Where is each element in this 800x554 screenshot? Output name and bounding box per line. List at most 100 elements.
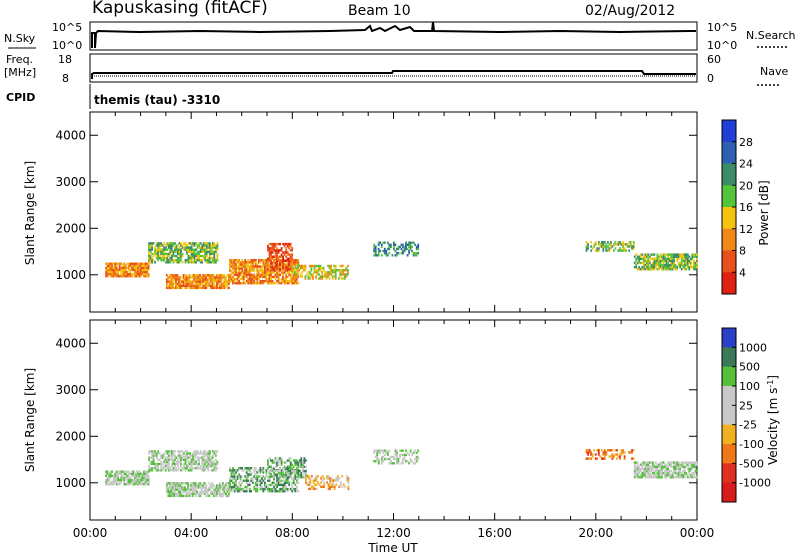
range-cell	[129, 472, 132, 475]
range-cell	[197, 278, 200, 281]
range-cell	[233, 473, 236, 476]
range-cell	[283, 263, 286, 266]
range-cell	[641, 257, 644, 260]
range-cell	[144, 266, 147, 270]
range-cell	[169, 469, 172, 472]
range-cell	[396, 451, 398, 454]
range-cell	[193, 261, 196, 264]
range-cell	[176, 486, 179, 489]
range-cell	[167, 286, 170, 290]
range-cell	[192, 458, 194, 461]
range-cell	[184, 460, 187, 464]
range-cell	[187, 278, 189, 281]
range-cell	[340, 277, 343, 280]
range-cell	[271, 261, 274, 265]
range-cell	[152, 259, 155, 262]
range-cell	[270, 273, 272, 276]
range-cell	[327, 483, 330, 486]
range-cell	[207, 464, 210, 468]
range-cell	[212, 490, 215, 493]
range-cell	[195, 460, 197, 464]
range-cell	[187, 484, 189, 487]
range-cell	[668, 253, 671, 256]
range-cell	[276, 459, 278, 462]
range-cell	[175, 278, 177, 281]
range-cell	[315, 275, 317, 278]
range-cell	[289, 474, 292, 477]
range-cell	[204, 250, 207, 253]
range-cell	[623, 243, 626, 246]
range-cell	[668, 474, 671, 477]
range-cell	[683, 474, 686, 477]
range-cell	[682, 469, 685, 473]
range-cell	[327, 275, 329, 278]
range-cell	[300, 461, 303, 464]
range-cell	[134, 483, 136, 486]
range-cell	[688, 465, 691, 468]
range-cell	[127, 470, 130, 473]
range-cell	[683, 471, 686, 475]
range-cell	[196, 252, 199, 256]
range-cell	[661, 259, 663, 263]
range-cell	[194, 286, 197, 290]
range-cell	[658, 469, 660, 473]
range-cell	[196, 282, 198, 285]
range-cell	[270, 487, 272, 491]
range-cell	[185, 278, 188, 281]
range-cell	[636, 476, 639, 479]
range-cell	[641, 471, 644, 475]
range-cell	[171, 486, 174, 489]
range-cell	[616, 243, 618, 246]
range-cell	[228, 278, 230, 281]
range-cell	[291, 279, 294, 283]
range-cell	[342, 483, 345, 486]
range-cell	[250, 279, 253, 283]
range-cell	[245, 481, 248, 484]
range-cell	[190, 464, 193, 468]
range-cell	[647, 266, 650, 269]
range-cell	[138, 275, 141, 278]
range-cell	[251, 477, 254, 480]
range-cell	[417, 449, 420, 452]
range-cell	[228, 492, 230, 495]
range-cell	[285, 487, 288, 491]
range-cell	[175, 274, 177, 277]
range-cell	[248, 490, 251, 493]
range-cell	[673, 259, 675, 263]
range-cell	[318, 277, 320, 280]
range-cell	[190, 467, 193, 470]
range-cell	[199, 467, 202, 470]
range-cell	[209, 490, 212, 493]
range-cell	[328, 264, 331, 268]
range-cell	[192, 256, 194, 260]
range-cell	[264, 259, 266, 262]
range-cell	[393, 245, 395, 249]
range-cell	[178, 452, 181, 455]
range-cell	[138, 272, 141, 276]
power-x-ticks	[89, 112, 698, 312]
range-cell	[277, 251, 280, 254]
range-cell	[645, 476, 648, 479]
range-cell	[633, 261, 636, 265]
range-cell	[151, 454, 153, 457]
range-cell	[282, 259, 284, 263]
range-cell	[170, 484, 173, 487]
range-cell	[202, 250, 205, 253]
range-cell	[265, 279, 268, 283]
range-cell	[309, 477, 312, 480]
range-cell	[332, 479, 335, 482]
range-cell	[138, 268, 141, 272]
range-cell	[288, 474, 291, 477]
range-cell	[239, 483, 242, 487]
range-cell	[276, 275, 278, 279]
range-cell	[647, 255, 650, 258]
range-cell	[210, 250, 213, 253]
range-cell	[225, 492, 227, 495]
range-cell	[140, 480, 142, 484]
range-cell	[633, 465, 636, 468]
range-cell	[271, 483, 274, 487]
range-cell	[602, 245, 605, 248]
range-cell	[256, 479, 259, 482]
range-cell	[146, 472, 148, 475]
range-cell	[176, 488, 179, 491]
